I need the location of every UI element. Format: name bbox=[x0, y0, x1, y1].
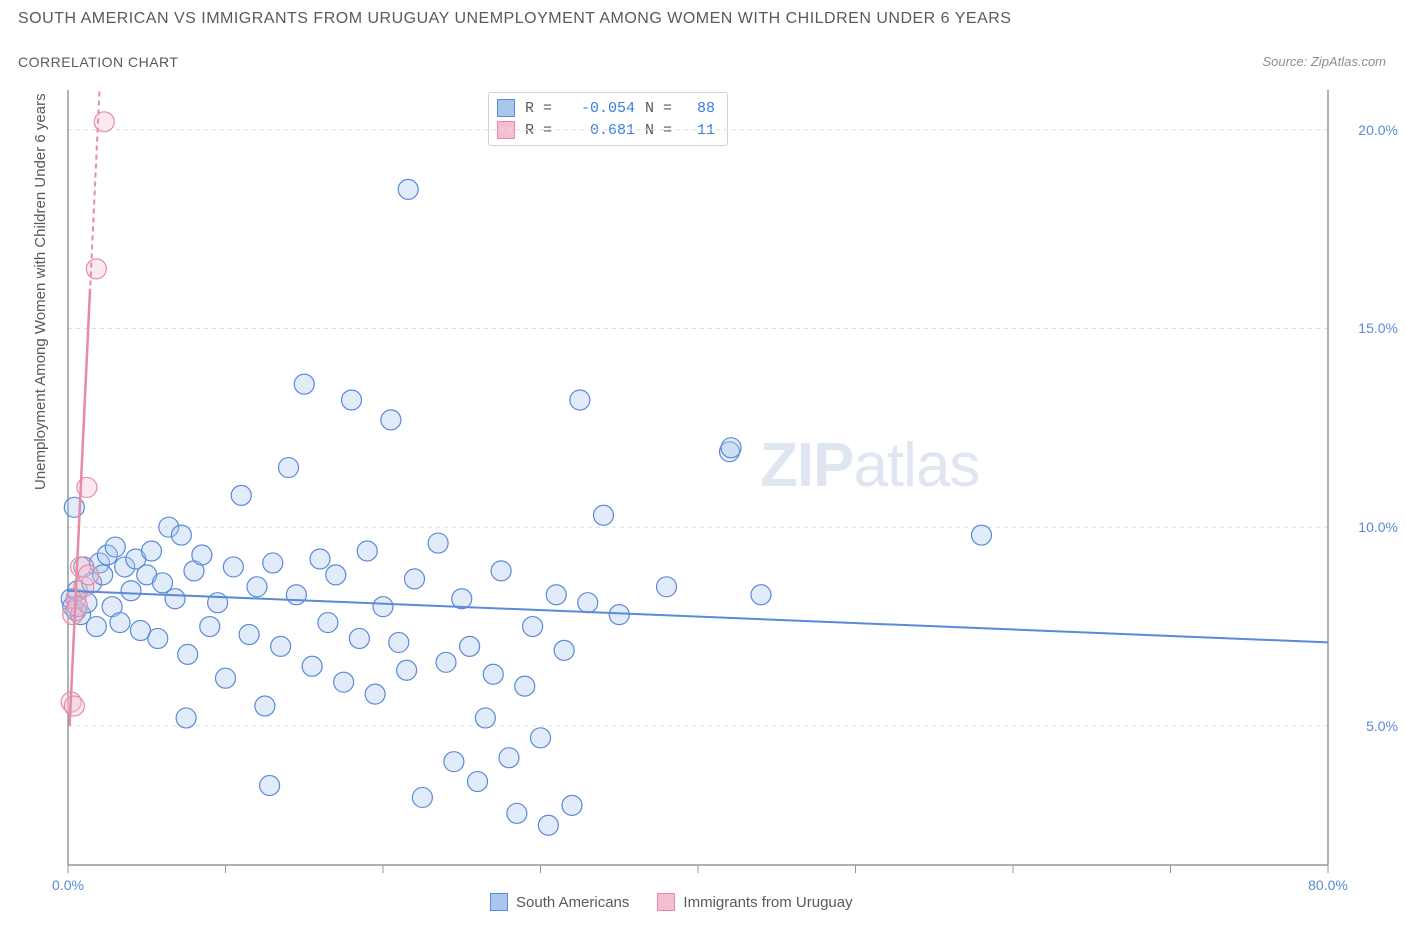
x-tick-label: 0.0% bbox=[52, 877, 84, 893]
chart-subtitle: CORRELATION CHART bbox=[18, 54, 178, 70]
y-tick-label: 10.0% bbox=[1338, 519, 1398, 535]
series-legend-label-1: Immigrants from Uruguay bbox=[683, 894, 852, 911]
legend-swatch-series-0 bbox=[490, 893, 508, 911]
y-tick-label: 15.0% bbox=[1338, 320, 1398, 336]
y-tick-label: 5.0% bbox=[1338, 718, 1398, 734]
legend-swatch-series-1 bbox=[657, 893, 675, 911]
chart-title: SOUTH AMERICAN VS IMMIGRANTS FROM URUGUA… bbox=[18, 8, 1011, 30]
source-attribution: Source: ZipAtlas.com bbox=[1262, 54, 1386, 69]
series-legend-item-1: Immigrants from Uruguay bbox=[657, 893, 852, 911]
y-tick-label: 20.0% bbox=[1338, 122, 1398, 138]
scatter-chart bbox=[60, 85, 1390, 885]
series-legend-label-0: South Americans bbox=[516, 894, 629, 911]
y-axis-title: Unemployment Among Women with Children U… bbox=[32, 93, 49, 490]
series-legend-item-0: South Americans bbox=[490, 893, 629, 911]
series-legend: South Americans Immigrants from Uruguay bbox=[490, 893, 853, 911]
x-tick-label: 80.0% bbox=[1308, 877, 1348, 893]
